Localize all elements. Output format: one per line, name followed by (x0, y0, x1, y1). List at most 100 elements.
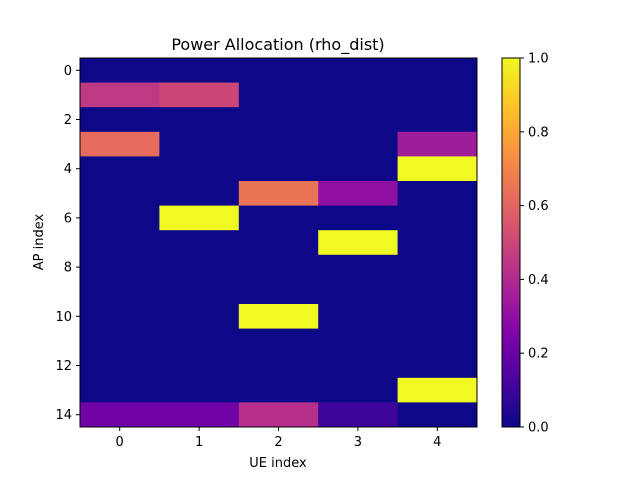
heatmap-cell (238, 377, 319, 403)
heatmap-cell (159, 82, 240, 108)
heatmap-cell (397, 328, 478, 354)
heatmap-cell (318, 377, 399, 403)
heatmap-cell (397, 107, 478, 133)
heatmap-cell (159, 58, 240, 84)
heatmap-cell (80, 156, 160, 182)
y-axis: 0 2 4 6 8 10 12 14 (55, 64, 80, 423)
colorbar (501, 57, 521, 428)
heatmap-cell (318, 254, 399, 280)
heatmap-cell (238, 279, 319, 305)
heatmap-cell (159, 181, 240, 207)
heatmap-cell (238, 181, 319, 207)
y-tick-label: 12 (55, 359, 72, 374)
heatmap-cell (159, 328, 240, 354)
colorbar-tick-label: 0.6 (528, 199, 549, 214)
heatmap-cell (159, 377, 240, 403)
heatmap-cell (318, 230, 399, 256)
heatmap-cell (159, 304, 240, 330)
x-tick-label: 1 (195, 435, 203, 450)
heatmap-cell (80, 181, 160, 207)
heatmap-cell (318, 328, 399, 354)
heatmap-cell (238, 156, 319, 182)
colorbar-tick-label: 0.0 (528, 421, 549, 436)
heatmap-cell (318, 82, 399, 108)
heatmap-cell (318, 279, 399, 305)
heatmap-cell (159, 353, 240, 379)
heatmap-cell (238, 58, 319, 84)
heatmap-cell (238, 131, 319, 157)
heatmap-cell (80, 82, 160, 108)
heatmap-cell (238, 328, 319, 354)
heatmap-cell (397, 131, 478, 157)
heatmap-cell (80, 377, 160, 403)
y-tick-label: 0 (64, 64, 72, 79)
heatmap-cell (397, 304, 478, 330)
x-tick-label: 0 (116, 435, 124, 450)
x-axis: 0 1 2 3 4 (116, 427, 441, 450)
heatmap-cell (318, 58, 399, 84)
heatmap-cell (238, 107, 319, 133)
heatmap-cell (80, 353, 160, 379)
heatmap-cell (159, 131, 240, 157)
heatmap-cell (159, 156, 240, 182)
heatmap-cell (159, 107, 240, 133)
heatmap-cell (159, 254, 240, 280)
colorbar-tick-label: 1.0 (528, 52, 549, 67)
heatmap-cell (397, 82, 478, 108)
y-tick-label: 8 (64, 261, 72, 276)
heatmap-cell (318, 181, 399, 207)
heatmap-cell (318, 205, 399, 231)
heatmap-cells (80, 58, 478, 428)
heatmap-cell (238, 353, 319, 379)
heatmap-cell (159, 402, 240, 428)
chart-title: Power Allocation (rho_dist) (171, 35, 384, 55)
heatmap-cell (397, 279, 478, 305)
x-tick-label: 2 (274, 435, 282, 450)
heatmap-cell (397, 353, 478, 379)
y-tick-label: 2 (64, 113, 72, 128)
x-tick-label: 4 (433, 435, 441, 450)
heatmap-cell (80, 58, 160, 84)
heatmap-cell (159, 279, 240, 305)
heatmap-cell (80, 402, 160, 428)
heatmap-cell (318, 402, 399, 428)
heatmap-cell (80, 279, 160, 305)
heatmap-cell (238, 205, 319, 231)
heatmap-cell (318, 353, 399, 379)
heatmap-cell (397, 230, 478, 256)
y-axis-label: AP index (32, 213, 47, 270)
y-tick-label: 10 (55, 310, 72, 325)
heatmap-cell (397, 402, 478, 428)
heatmap-cell (397, 58, 478, 84)
colorbar-tick-label: 0.2 (528, 347, 549, 362)
heatmap-cell (397, 181, 478, 207)
heatmap-cell (318, 156, 399, 182)
heatmap-cell (318, 304, 399, 330)
heatmap-cell (397, 156, 478, 182)
y-tick-label: 6 (64, 211, 72, 226)
heatmap-cell (238, 230, 319, 256)
heatmap-cell (397, 205, 478, 231)
y-tick-label: 14 (55, 408, 72, 423)
colorbar-tick-label: 0.4 (528, 273, 549, 288)
colorbar-ticks: 0.0 0.2 0.4 0.6 0.8 1.0 (520, 52, 549, 436)
heatmap-cell (80, 254, 160, 280)
heatmap-cell (318, 131, 399, 157)
x-axis-label: UE index (249, 456, 307, 471)
heatmap-cell (318, 107, 399, 133)
x-tick-label: 3 (354, 435, 362, 450)
heatmap-cell (159, 205, 240, 231)
heatmap-cell (238, 304, 319, 330)
heatmap-cell (238, 402, 319, 428)
heatmap-cell (80, 230, 160, 256)
heatmap-cell (238, 82, 319, 108)
heatmap-cell (238, 254, 319, 280)
heatmap-cell (80, 131, 160, 157)
y-tick-label: 4 (64, 162, 72, 177)
heatmap-cell (159, 230, 240, 256)
heatmap-cell (397, 254, 478, 280)
heatmap-cell (80, 107, 160, 133)
heatmap-cell (397, 377, 478, 403)
heatmap-cell (80, 304, 160, 330)
